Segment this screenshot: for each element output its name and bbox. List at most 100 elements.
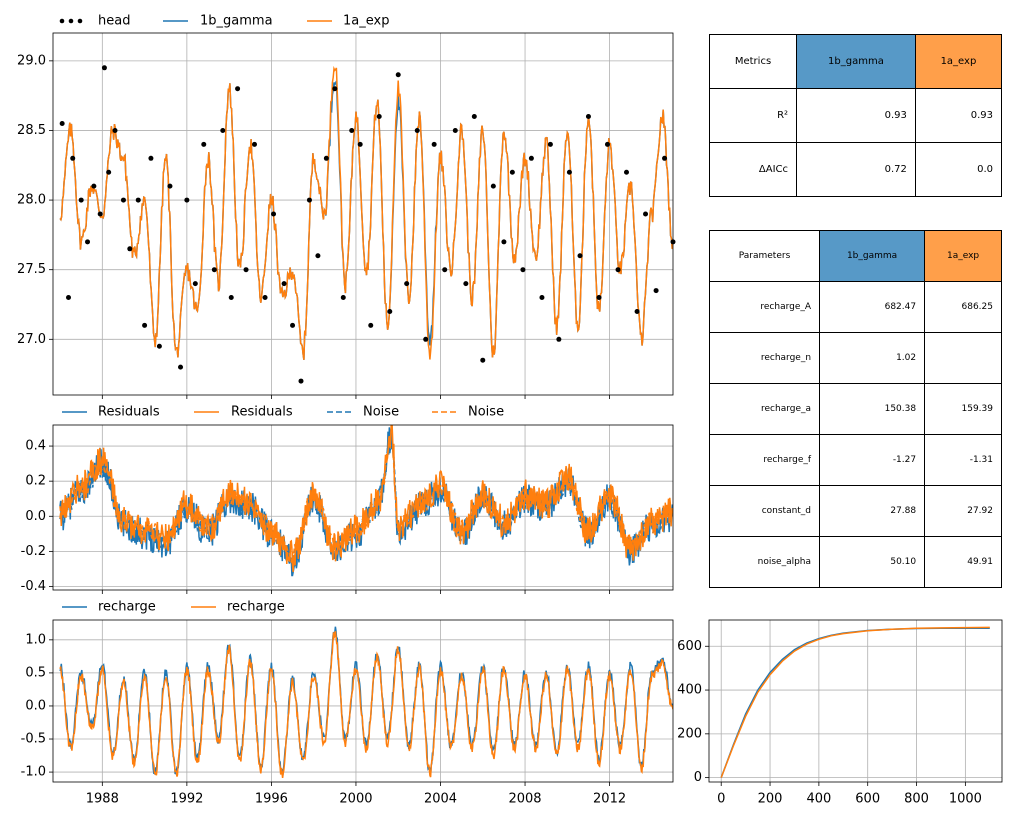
parameter-row: recharge_a 150.38 159.39: [708, 383, 1002, 435]
parameter-value: 50.10: [819, 536, 926, 588]
recharge-panel-y-tick-label: 0.5: [25, 665, 46, 680]
step-response-line-1b_gamma: [720, 627, 990, 778]
head-observation-point: [596, 295, 602, 301]
metric-value: 0.0: [914, 142, 1003, 197]
head-observation-point: [520, 267, 526, 273]
head-observation-point: [262, 295, 268, 301]
head-observation-point: [252, 141, 257, 147]
head-observation-point: [101, 65, 107, 71]
head-series-line-1a_exp: [59, 65, 673, 360]
metric-name: ΔAICc: [708, 142, 798, 197]
parameter-value: -1.27: [819, 434, 926, 486]
head-observation-point: [281, 281, 287, 287]
metric-name: R²: [708, 88, 798, 143]
head-panel-axes-frame: [52, 32, 674, 396]
head-observation-point: [167, 183, 173, 189]
head-observation-point: [211, 267, 217, 273]
head-observation-point: [290, 322, 296, 328]
head-observation-point: [556, 336, 562, 342]
residuals-panel-y-tick-label: 0.0: [25, 509, 46, 524]
head-observation-point: [298, 378, 304, 384]
legend-recharge-label: recharge: [98, 600, 156, 615]
head-observation-point: [142, 322, 148, 328]
parameter-value: 686.25: [924, 281, 1002, 333]
recharge-panel-axes-frame: [52, 619, 674, 783]
head-observation-point: [471, 114, 477, 120]
parameter-value: 159.39: [924, 383, 1002, 435]
legend-noise-label: Noise: [468, 405, 504, 420]
parameter-value: 27.92: [924, 485, 1002, 537]
metrics-row: R² 0.93 0.93: [708, 88, 1003, 143]
recharge-panel-x-tick-label: 2000: [339, 792, 372, 807]
head-observation-point: [368, 322, 374, 328]
parameter-name: noise_alpha: [708, 536, 821, 588]
head-observation-point: [376, 114, 382, 120]
parameters-header-model-1: 1b_gamma: [819, 230, 926, 282]
parameter-row: constant_d 27.88 27.92: [708, 485, 1002, 537]
head-observation-point: [220, 127, 226, 133]
head-observation-point: [97, 211, 103, 217]
step-panel-axes-frame: [708, 619, 1003, 783]
parameter-value: 49.91: [924, 536, 1002, 588]
parameter-value: 1.02: [819, 332, 926, 384]
residuals-panel-y-tick-label: 0.2: [25, 474, 46, 489]
head-observation-point: [66, 295, 71, 301]
head-observation-point: [306, 197, 312, 203]
head-observation-point: [624, 169, 629, 175]
legend-residuals-label: Residuals: [231, 405, 293, 420]
head-observation-point: [184, 197, 190, 203]
head-observation-point: [423, 336, 429, 342]
legend-residuals-label: Residuals: [98, 405, 160, 420]
head-panel-y-tick-label: 27.0: [17, 332, 46, 347]
head-observation-point: [414, 127, 420, 133]
head-observation-point: [643, 211, 649, 217]
head-observation-point: [509, 169, 515, 175]
parameter-name: recharge_n: [708, 332, 821, 384]
recharge-panel-y-tick-label: -0.5: [21, 732, 46, 747]
step-panel-x-tick-label: 400: [806, 792, 831, 807]
head-observation-point: [528, 155, 534, 161]
head-observation-point: [70, 155, 76, 161]
head-observation-point: [228, 295, 234, 301]
parameter-name: recharge_f: [708, 434, 821, 486]
recharge-panel-y-tick-label: 0.0: [25, 698, 46, 713]
head-observation-point: [201, 141, 207, 147]
legend-head-label: head: [98, 14, 130, 29]
head-observation-point: [332, 86, 338, 92]
head-observation-point: [387, 308, 393, 314]
step-panel-x-tick-label: 200: [758, 792, 783, 807]
parameter-name: recharge_a: [708, 383, 821, 435]
recharge-panel-x-tick-label: 2008: [508, 792, 541, 807]
recharge-panel-y-tick-label: -1.0: [21, 765, 46, 780]
head-observation-point: [431, 141, 437, 147]
head-series-line-1b_gamma: [59, 80, 673, 360]
head-observation-point: [349, 127, 355, 133]
legend-recharge-label: recharge: [227, 600, 285, 615]
step-panel-x-tick-label: 800: [904, 792, 929, 807]
step-panel-x-tick-label: 0: [717, 792, 725, 807]
recharge-panel-x-tick-label: 1992: [170, 792, 203, 807]
parameter-value: [924, 332, 1002, 384]
step-panel-y-tick-label: 600: [677, 639, 702, 654]
metrics-header-model-2: 1a_exp: [914, 34, 1003, 89]
head-observation-point: [85, 239, 91, 245]
legend-head-marker: [68, 18, 74, 24]
metric-value: 0.72: [796, 142, 916, 197]
parameter-value: 150.38: [819, 383, 926, 435]
head-observation-point: [604, 141, 610, 147]
recharge-panel-x-tick-label: 1988: [86, 792, 119, 807]
parameter-value: 682.47: [819, 281, 926, 333]
parameter-value: -1.31: [924, 434, 1002, 486]
legend-1a-exp-label: 1a_exp: [343, 14, 389, 29]
metrics-header-model-1: 1b_gamma: [796, 34, 916, 89]
parameters-table: Parameters 1b_gamma 1a_exp recharge_A 68…: [708, 230, 1002, 588]
metrics-header-label: Metrics: [708, 34, 798, 89]
noise-series-line: [59, 440, 673, 565]
head-observation-point: [490, 183, 496, 189]
step-response-line-1a_exp: [720, 626, 990, 778]
head-observation-point: [340, 295, 346, 301]
head-observation-point: [615, 267, 621, 273]
head-observation-point: [235, 86, 241, 92]
residuals-panel-axes-frame: [52, 424, 674, 591]
head-observation-point: [442, 267, 448, 273]
